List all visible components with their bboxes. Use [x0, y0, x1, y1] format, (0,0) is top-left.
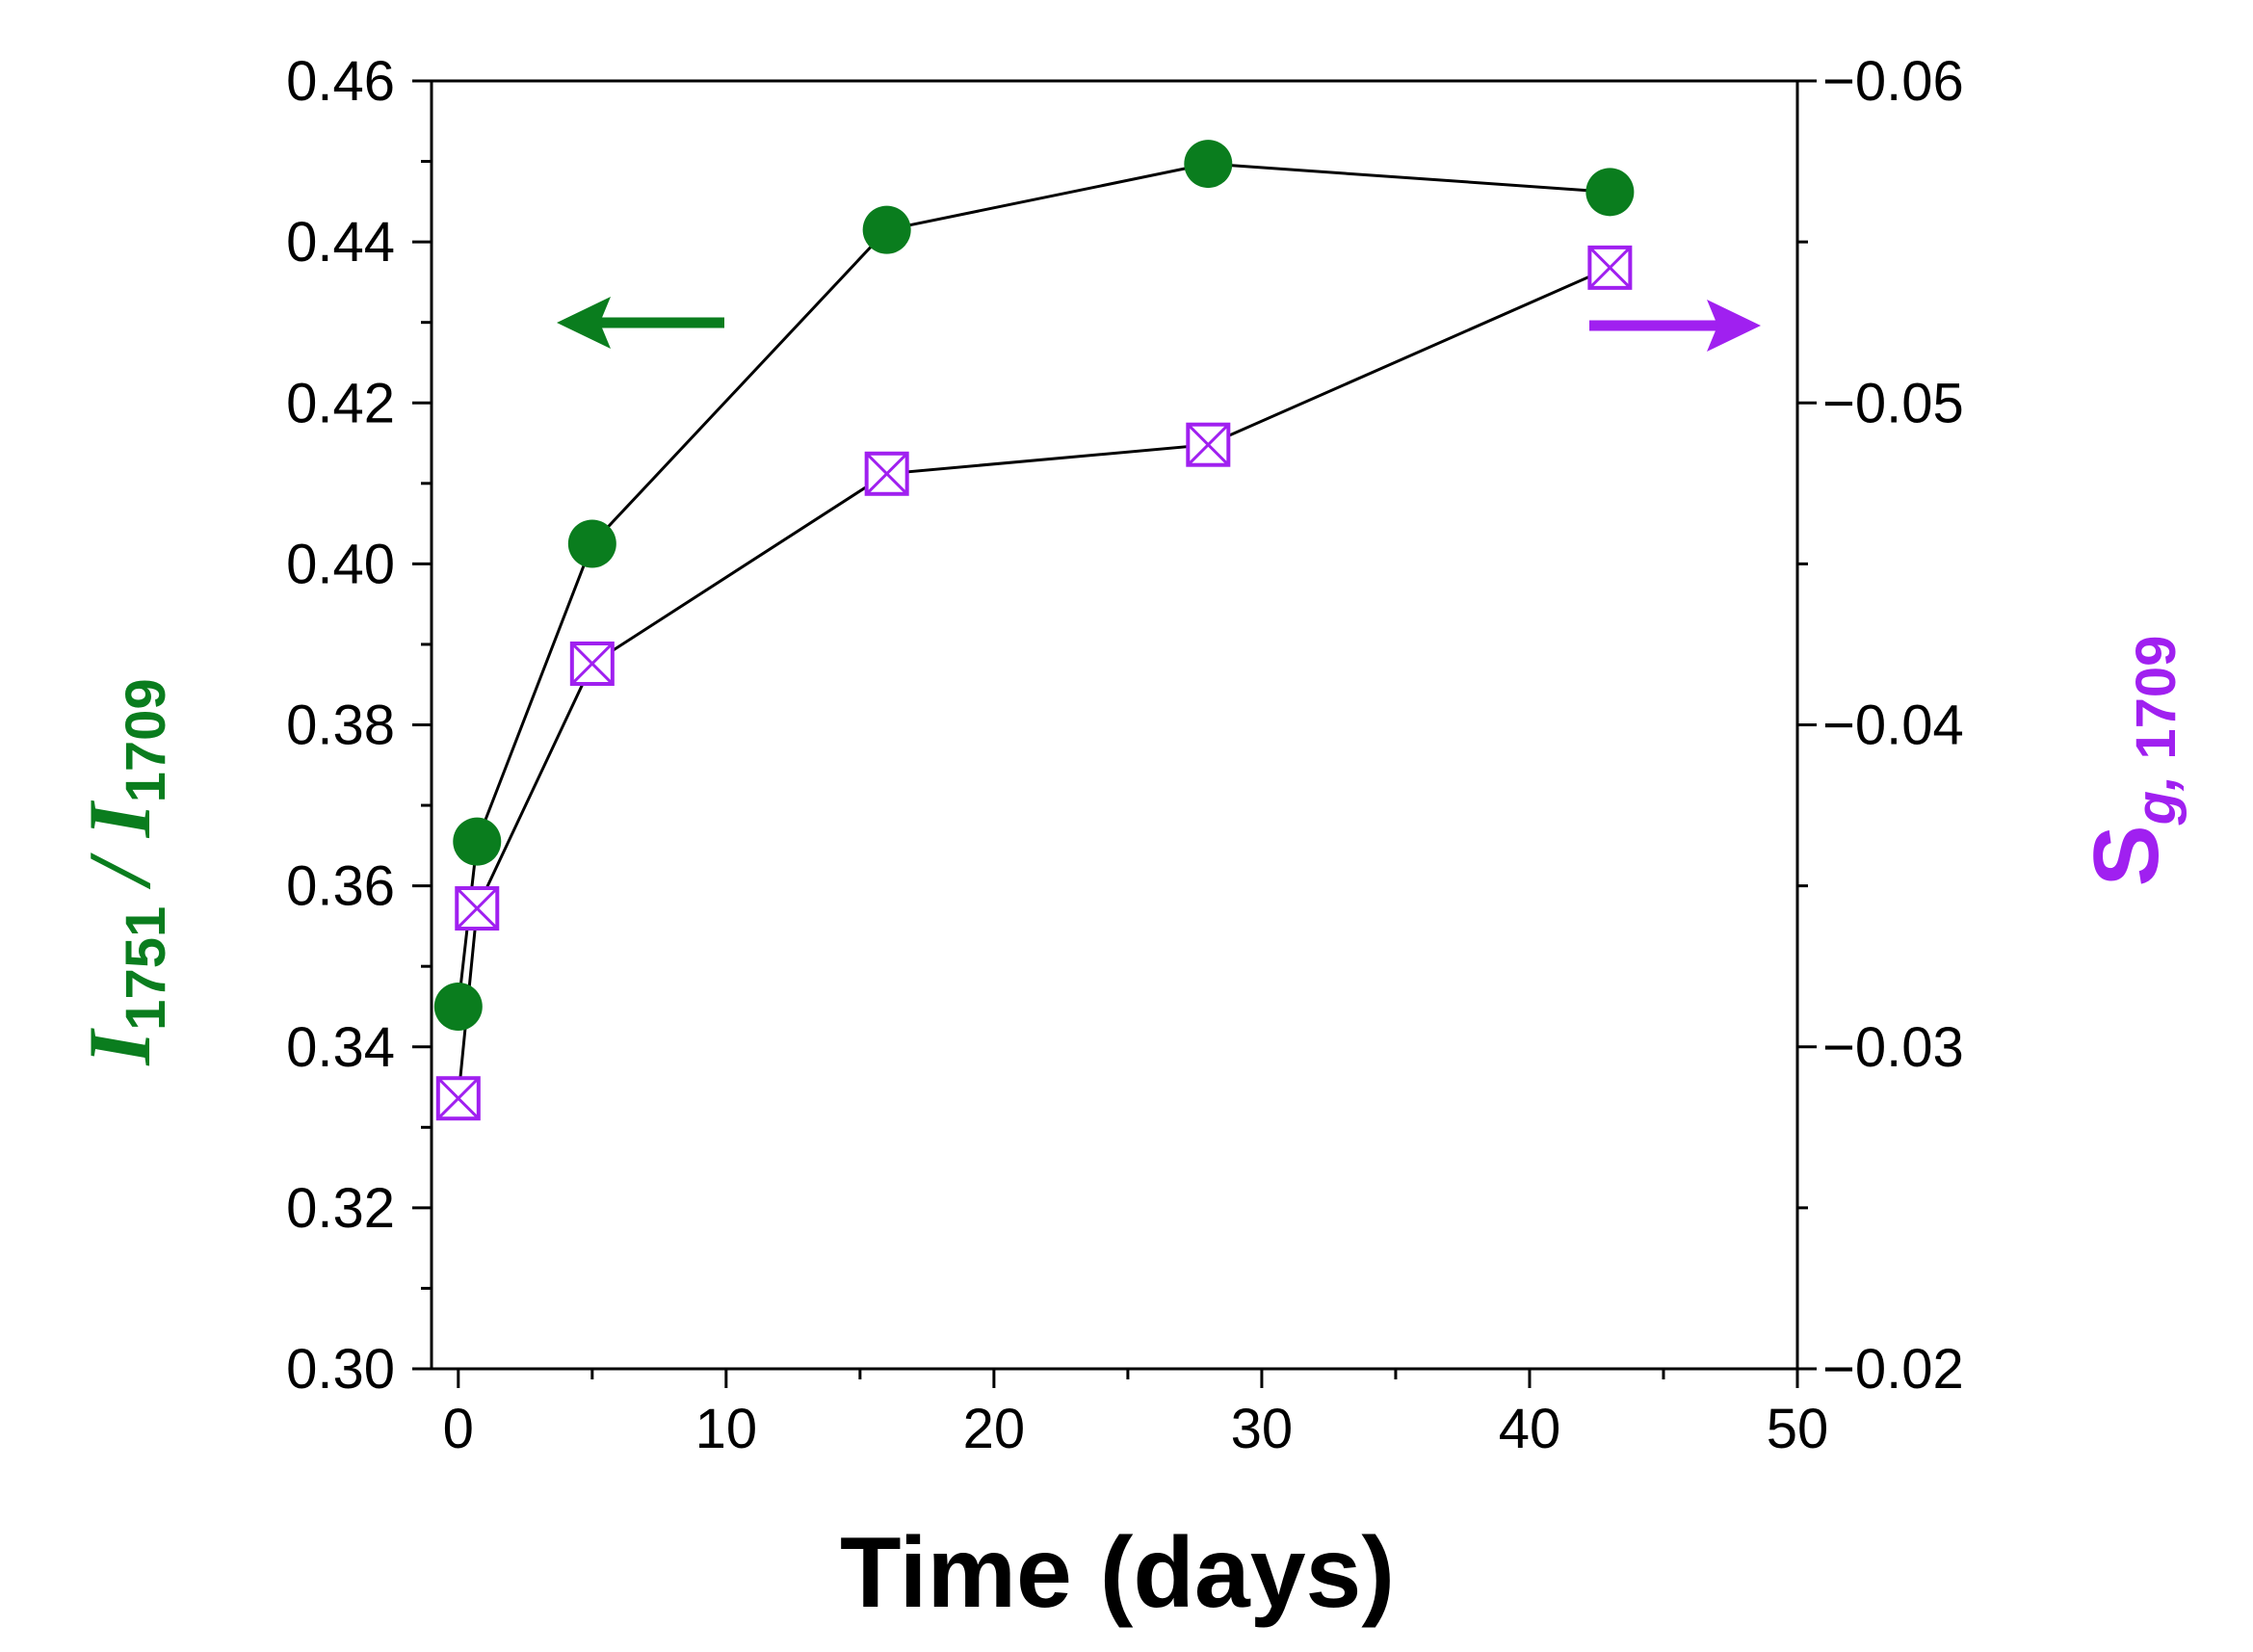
series-left-point — [453, 817, 502, 866]
series-markers — [433, 140, 1635, 1121]
series-left-point — [567, 519, 616, 568]
y-axis-right-label: Sg, 1709 — [2075, 636, 2188, 887]
x-tick-label: 10 — [695, 1398, 758, 1460]
arrow-head — [557, 297, 611, 349]
series-right-point — [569, 641, 615, 686]
y-left-tick-label: 0.38 — [286, 695, 395, 757]
x-tick-label: 40 — [1499, 1398, 1561, 1460]
point-cross-b — [436, 1077, 480, 1120]
series-left-point — [862, 205, 911, 254]
axis-arrows — [557, 297, 1761, 352]
y-left-label-main-b: I — [70, 800, 169, 838]
series-left-point — [1184, 140, 1233, 189]
series-right-point — [1186, 422, 1231, 467]
y-right-tick-label: −0.03 — [1822, 1016, 1964, 1079]
point-cross-b — [570, 642, 614, 686]
series-right-point — [1587, 245, 1633, 290]
point-cross-b — [865, 452, 908, 495]
point-cross-b — [1187, 423, 1230, 466]
series-left-line — [457, 162, 1611, 1008]
y-right-label-sub: 1709 — [2125, 636, 2188, 775]
series-left-point — [1585, 168, 1635, 217]
point-cross-b — [456, 886, 499, 931]
y-right-tick-label: −0.06 — [1822, 50, 1964, 113]
y-left-label-main-a: I — [70, 1028, 169, 1066]
y-left-tick-label: 0.30 — [286, 1338, 395, 1401]
right-axis-arrow — [1589, 300, 1761, 352]
y-right-tick-label: −0.05 — [1822, 372, 1964, 434]
series-right-point — [435, 1076, 481, 1121]
point-cross-b — [1588, 246, 1632, 289]
y-left-tick-label: 0.34 — [286, 1016, 395, 1079]
y-left-tick-label: 0.42 — [286, 372, 395, 434]
left-axis-arrow — [557, 297, 724, 349]
y-axis-left-label: I1751 / I1709 — [70, 678, 177, 1065]
y-left-tick-label: 0.36 — [286, 855, 395, 918]
y-right-tick-label: −0.04 — [1822, 695, 1964, 757]
ticks: 0 10 20 30 40 50 0.30 0.32 0.34 0.36 0.38 0.40 0.42 0… — [286, 50, 1964, 1460]
y-right-label-sub-italic: g, — [2125, 775, 2188, 826]
series-lines — [457, 162, 1611, 1099]
x-tick-label: 20 — [963, 1398, 1026, 1460]
series-right-line — [457, 266, 1611, 1099]
arrow-head — [1707, 300, 1761, 352]
y-left-label-sub-a: 1751 — [115, 906, 177, 1031]
x-tick-label: 30 — [1231, 1398, 1294, 1460]
y-right-label-main: S — [2075, 825, 2178, 886]
x-axis-label: Time (days) — [840, 1517, 1395, 1629]
y-right-tick-label: −0.02 — [1822, 1338, 1964, 1401]
y-left-tick-label: 0.40 — [286, 533, 395, 595]
series-right-point — [864, 451, 909, 496]
y-left-tick-label: 0.32 — [286, 1177, 395, 1240]
series-right-point — [455, 886, 500, 931]
y-left-label-sub-b: 1709 — [115, 678, 177, 802]
y-left-tick-label: 0.44 — [286, 211, 395, 274]
y-left-tick-label: 0.46 — [286, 50, 395, 113]
x-tick-label: 0 — [443, 1398, 474, 1460]
series-left-point — [433, 982, 483, 1031]
x-tick-label: 50 — [1767, 1398, 1829, 1460]
y-left-label-slash: / — [70, 837, 169, 906]
